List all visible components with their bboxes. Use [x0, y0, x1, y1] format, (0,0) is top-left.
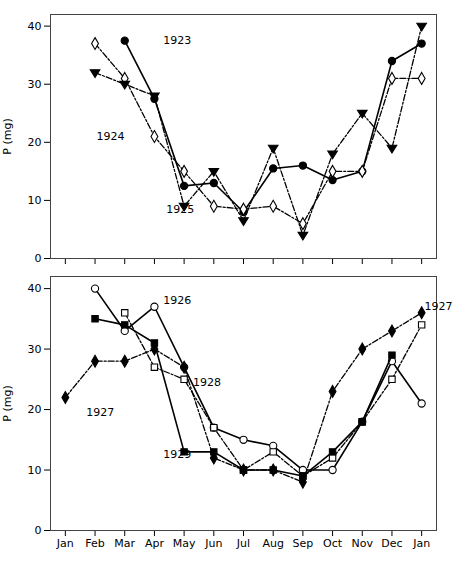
svg-text:1928: 1928 [193, 376, 221, 389]
svg-text:1923: 1923 [163, 34, 191, 47]
svg-text:10: 10 [28, 464, 42, 477]
svg-text:40: 40 [28, 282, 42, 295]
svg-text:Feb: Feb [85, 537, 104, 550]
svg-text:30: 30 [28, 343, 42, 356]
svg-text:Dec: Dec [381, 537, 402, 550]
svg-text:Oct: Oct [323, 537, 343, 550]
svg-text:1927: 1927 [425, 300, 453, 313]
svg-text:Mar: Mar [114, 537, 135, 550]
svg-text:Aug: Aug [262, 537, 283, 550]
svg-text:20: 20 [28, 403, 42, 416]
svg-text:Jun: Jun [204, 537, 222, 550]
svg-text:0: 0 [35, 252, 42, 265]
svg-text:40: 40 [28, 20, 42, 33]
svg-text:P (mg): P (mg) [1, 385, 14, 421]
svg-text:0: 0 [35, 524, 42, 537]
svg-text:Sep: Sep [293, 537, 314, 550]
svg-text:20: 20 [28, 136, 42, 149]
svg-text:10: 10 [28, 194, 42, 207]
svg-text:1929: 1929 [163, 448, 191, 461]
svg-text:Jan: Jan [412, 537, 430, 550]
svg-text:P (mg): P (mg) [1, 118, 14, 154]
svg-text:Apr: Apr [145, 537, 165, 550]
svg-text:1926: 1926 [163, 294, 191, 307]
svg-text:Jan: Jan [56, 537, 74, 550]
svg-text:1925: 1925 [166, 203, 194, 216]
svg-text:1924: 1924 [97, 130, 125, 143]
svg-text:1927: 1927 [86, 406, 114, 419]
svg-text:Jul: Jul [236, 537, 250, 550]
svg-text:May: May [173, 537, 196, 550]
svg-text:30: 30 [28, 78, 42, 91]
svg-text:Nov: Nov [352, 537, 374, 550]
